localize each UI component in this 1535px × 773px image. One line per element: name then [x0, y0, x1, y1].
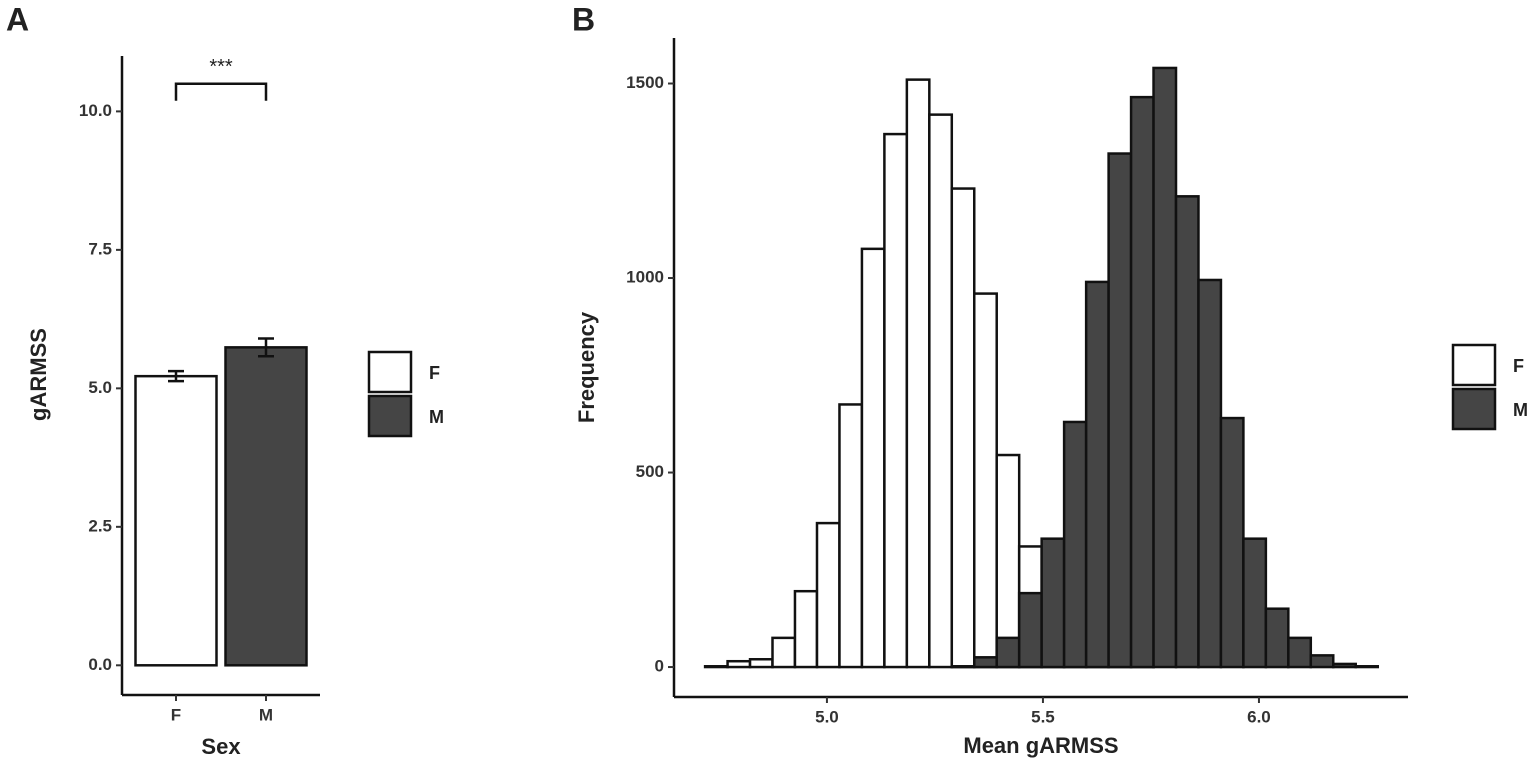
legend-swatch — [367, 394, 413, 438]
histogram-bar — [883, 132, 909, 669]
histogram-bar — [1084, 280, 1110, 669]
histogram-bar — [771, 636, 797, 669]
panel-label: A — [6, 1, 29, 37]
histogram-bar — [1152, 66, 1178, 669]
histogram-bar — [1309, 654, 1335, 669]
histogram-bar — [1040, 537, 1066, 669]
significance-label: *** — [209, 56, 233, 78]
legend-swatch — [1451, 387, 1497, 431]
histogram-bar — [1287, 636, 1313, 669]
y-axis-title: Frequency — [574, 311, 599, 423]
histogram-bar — [815, 521, 841, 669]
histogram-bar — [703, 665, 729, 669]
x-tick-label: 5.5 — [1031, 707, 1055, 726]
x-tick-label: 6.0 — [1247, 707, 1271, 726]
y-tick-label: 0 — [655, 657, 664, 676]
y-tick-label: 500 — [636, 462, 664, 481]
histogram-bar — [726, 659, 752, 669]
y-tick-label: 7.5 — [88, 239, 112, 258]
histogram-bar — [995, 636, 1021, 669]
histogram-bar — [1332, 662, 1357, 669]
legend-label: M — [429, 407, 444, 427]
histogram-bar — [1264, 607, 1290, 669]
histogram-bar — [838, 403, 864, 669]
histogram-bar — [793, 589, 819, 669]
histogram-bar — [1129, 95, 1155, 669]
x-axis-title: Sex — [201, 734, 241, 759]
y-tick-label: 2.5 — [88, 516, 112, 535]
error-bar — [168, 369, 184, 383]
histogram-bar — [950, 665, 976, 669]
bar — [224, 346, 308, 667]
histogram-bar — [1197, 278, 1223, 669]
x-tick-label: 5.0 — [815, 707, 839, 726]
y-tick-label: 5.0 — [88, 378, 112, 397]
histogram-bar — [1174, 195, 1200, 669]
legend-label: F — [429, 363, 440, 383]
histogram-bar — [860, 247, 886, 669]
histogram-bar — [973, 656, 998, 669]
legend-swatch — [1451, 343, 1497, 387]
x-tick-label: F — [171, 705, 181, 724]
panel-label: B — [572, 1, 595, 37]
error-bar — [258, 337, 274, 358]
histogram-bar — [995, 453, 1021, 669]
significance-bracket — [174, 82, 268, 101]
bar — [134, 374, 218, 667]
y-tick-label: 10.0 — [79, 101, 112, 120]
legend-label: F — [1513, 356, 1524, 376]
y-tick-label: 0.0 — [88, 655, 112, 674]
y-tick-label: 1500 — [626, 73, 664, 92]
histogram-bar — [1062, 420, 1088, 669]
histogram-bar — [950, 187, 976, 669]
y-axis-title: gARMSS — [26, 328, 51, 421]
histogram-bar — [928, 113, 954, 669]
x-tick-label: M — [259, 705, 273, 724]
legend-label: M — [1513, 400, 1528, 420]
histogram-bar — [1242, 537, 1268, 669]
histogram-bar — [1017, 591, 1043, 669]
histogram-bar — [748, 658, 774, 669]
histogram-bar — [1107, 152, 1133, 669]
legend-swatch — [367, 350, 413, 394]
histogram-bar — [1219, 416, 1245, 669]
histogram-bar — [905, 78, 931, 669]
x-axis-title: Mean gARMSS — [963, 733, 1118, 758]
histogram-bar — [973, 292, 998, 669]
y-tick-label: 1000 — [626, 268, 664, 287]
histogram-bar — [1354, 665, 1380, 669]
